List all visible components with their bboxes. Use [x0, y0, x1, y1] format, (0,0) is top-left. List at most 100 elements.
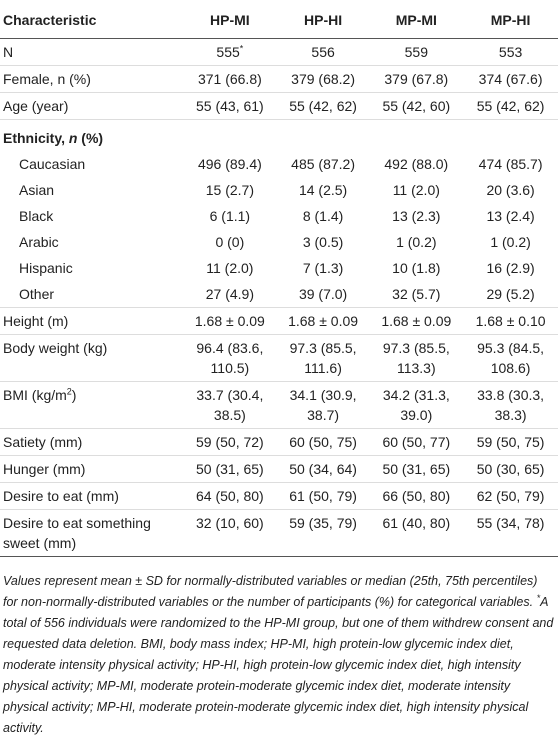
- cell: 97.3 (85.5, 113.3): [369, 334, 464, 382]
- footnote-text: Values represent mean ± SD for normally-…: [3, 574, 538, 609]
- row-label: Desire to eat something sweet (mm): [0, 509, 183, 557]
- table-head: Characteristic HP-MI HP-HI MP-MI MP-HI: [0, 0, 558, 39]
- cell: 0 (0): [215, 234, 245, 250]
- row: Female, n (%) 371 (66.8) 379 (68.2) 379 …: [0, 65, 558, 93]
- row: Age (year) 55 (43, 61) 55 (42, 62) 55 (4…: [0, 92, 558, 120]
- row-label: Caucasian: [19, 156, 86, 172]
- row-label: Hunger (mm): [0, 455, 183, 483]
- cell: 50 (34, 64): [276, 455, 370, 483]
- row: Height (m) 1.68 ± 0.09 1.68 ± 0.09 1.68 …: [0, 307, 558, 335]
- row: N 555* 556 559 553: [0, 38, 558, 66]
- cell: 29 (5.2): [463, 281, 558, 308]
- cell: 96.4 (83.6, 110.5): [183, 334, 277, 382]
- header-row: Characteristic HP-MI HP-HI MP-MI MP-HI: [0, 0, 558, 39]
- cell: 485 (87.2): [291, 156, 355, 172]
- label-part: BMI (kg/m: [3, 387, 67, 403]
- row: Arabic 0 (0) 3 (0.5) 1 (0.2) 1 (0.2): [0, 229, 558, 255]
- row-label: Asian: [19, 182, 55, 198]
- cell: 13 (2.4): [486, 208, 535, 224]
- cell: 11 (2.0): [392, 182, 440, 198]
- cell: 11 (2.0): [206, 260, 254, 276]
- cell: 8 (1.4): [302, 208, 344, 224]
- footnote-mark: *: [239, 43, 244, 54]
- cell: 1 (0.2): [396, 234, 437, 250]
- cell: 34.2 (31.3, 39.0): [369, 381, 464, 429]
- cell: 59 (50, 72): [183, 428, 277, 456]
- row: Satiety (mm) 59 (50, 72) 60 (50, 75) 60 …: [0, 428, 558, 456]
- cell: 1.68 ± 0.09: [369, 307, 464, 335]
- section-label: Ethnicity, n (%): [0, 120, 558, 152]
- label-part: 2: [66, 386, 72, 397]
- table: Characteristic HP-MI HP-HI MP-MI MP-HI N…: [0, 0, 558, 557]
- row: BMI (kg/m2) 33.7 (30.4, 38.5) 34.1 (30.9…: [0, 381, 558, 429]
- cell: 62 (50, 79): [463, 482, 558, 510]
- cell: 32 (10, 60): [183, 509, 277, 557]
- cell: 379 (67.8): [369, 65, 464, 93]
- row-label: Age (year): [0, 92, 183, 120]
- cell: 33.7 (30.4, 38.5): [183, 381, 277, 429]
- cell: 39 (7.0): [276, 281, 370, 308]
- cell: 50 (31, 65): [183, 455, 277, 483]
- cell: 1.68 ± 0.10: [463, 307, 558, 335]
- cell: 55 (42, 60): [369, 92, 464, 120]
- cell: 64 (50, 80): [183, 482, 277, 510]
- cell: 474 (85.7): [478, 156, 543, 172]
- label-part: ): [71, 387, 77, 403]
- cell: 559: [369, 38, 464, 66]
- cell: 1.68 ± 0.09: [183, 307, 277, 335]
- cell: 371 (66.8): [183, 65, 277, 93]
- cell: 59 (35, 79): [276, 509, 370, 557]
- header-cell: HP-HI: [276, 0, 370, 39]
- row: Caucasian 496 (89.4) 485 (87.2) 492 (88.…: [0, 151, 558, 177]
- row: Asian 15 (2.7) 14 (2.5) 11 (2.0) 20 (3.6…: [0, 177, 558, 203]
- cell: 13 (2.3): [392, 208, 441, 224]
- row: Desire to eat something sweet (mm) 32 (1…: [0, 509, 558, 557]
- cell: 61 (40, 80): [369, 509, 464, 557]
- header-cell: MP-HI: [463, 0, 558, 39]
- row: Black 6 (1.1) 8 (1.4) 13 (2.3) 13 (2.4): [0, 203, 558, 229]
- row: Hispanic 11 (2.0) 7 (1.3) 10 (1.8) 16 (2…: [0, 255, 558, 281]
- cell: 15 (2.7): [205, 182, 254, 198]
- cell: 50 (31, 65): [369, 455, 464, 483]
- cell: 1 (0.2): [490, 234, 531, 250]
- footnote-mark: *: [536, 592, 541, 603]
- footnote: Values represent mean ± SD for normally-…: [0, 557, 558, 739]
- header-cell: Characteristic: [0, 0, 183, 39]
- row-label: Desire to eat (mm): [0, 482, 183, 510]
- cell: 496 (89.4): [197, 156, 262, 172]
- label-part: n: [68, 130, 78, 146]
- label-part: Ethnicity,: [3, 130, 69, 146]
- cell: 34.1 (30.9, 38.7): [276, 381, 370, 429]
- cell: 27 (4.9): [183, 281, 277, 308]
- row-label: Hispanic: [19, 260, 73, 276]
- cell: 66 (50, 80): [369, 482, 464, 510]
- cell: 55 (34, 78): [463, 509, 558, 557]
- cell: 379 (68.2): [276, 65, 370, 93]
- cell: 553: [463, 38, 558, 66]
- cell: 7 (1.3): [302, 260, 344, 276]
- cell: 1.68 ± 0.09: [276, 307, 370, 335]
- row-label: Black: [19, 208, 54, 224]
- label-part: (%): [77, 130, 104, 146]
- footnote-text: A total of 556 individuals were randomiz…: [3, 595, 554, 735]
- row: Hunger (mm) 50 (31, 65) 50 (34, 64) 50 (…: [0, 455, 558, 483]
- row: Desire to eat (mm) 64 (50, 80) 61 (50, 7…: [0, 482, 558, 510]
- cell: 20 (3.6): [486, 182, 535, 198]
- row-label: Female, n (%): [0, 65, 183, 93]
- section-row: Ethnicity, n (%): [0, 120, 558, 152]
- cell: 556: [276, 38, 370, 66]
- cell: 60 (50, 77): [369, 428, 464, 456]
- row-label: Other: [0, 281, 183, 308]
- cell: 14 (2.5): [298, 182, 348, 198]
- cell: 492 (88.0): [384, 156, 449, 172]
- cell: 374 (67.6): [463, 65, 558, 93]
- cell: 55 (42, 62): [276, 92, 370, 120]
- cell: 10 (1.8): [392, 260, 441, 276]
- cell: 97.3 (85.5, 111.6): [276, 334, 370, 382]
- cell: 61 (50, 79): [276, 482, 370, 510]
- cell: 55 (43, 61): [183, 92, 277, 120]
- table-body: N 555* 556 559 553 Female, n (%) 371 (66…: [0, 38, 558, 557]
- row-label: N: [0, 38, 183, 66]
- cell: 50 (30, 65): [463, 455, 558, 483]
- row-label: Satiety (mm): [0, 428, 183, 456]
